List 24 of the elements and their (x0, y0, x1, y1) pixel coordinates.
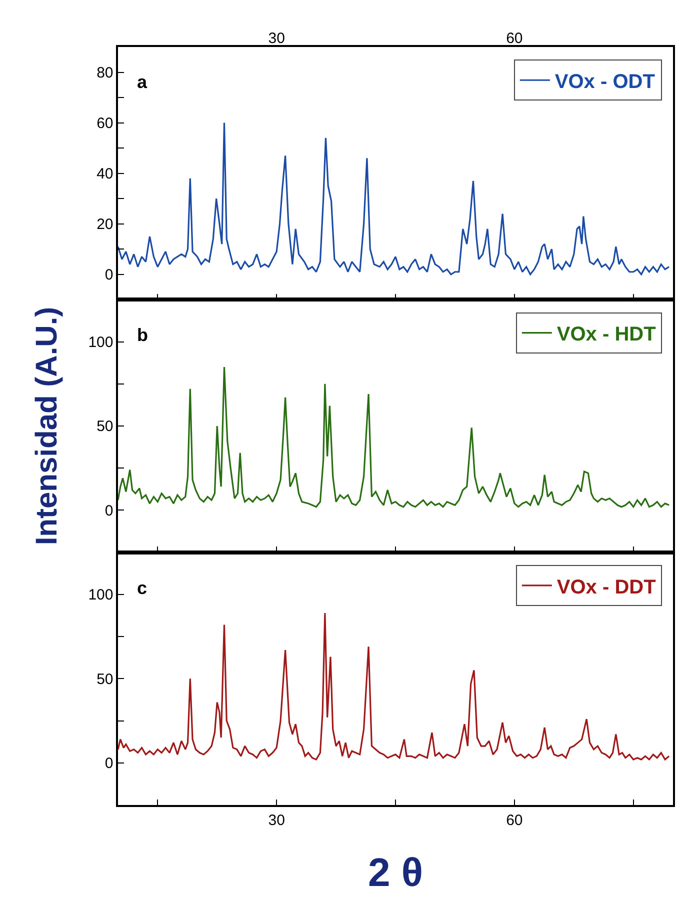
x2-tick-label: 30 (268, 30, 285, 47)
y-axis-title: Intensidad (A.U.) (30, 306, 64, 546)
y-tick-label: 50 (96, 418, 114, 436)
y-tick-label: 60 (96, 115, 114, 132)
y-tick-label: 50 (96, 670, 114, 688)
y-tick-label: 40 (96, 166, 114, 183)
y-tick-label: 80 (96, 64, 114, 82)
annotation: a (137, 72, 148, 92)
y-tick-label: 0 (104, 266, 114, 284)
legend-label: VOx - ODT (554, 70, 655, 93)
y-tick-label: 100 (88, 586, 114, 604)
annotation: b (137, 325, 148, 345)
y-tick-label: 100 (88, 334, 114, 352)
legend-label: VOx - HDT (556, 324, 656, 346)
y-tick-label: 0 (104, 755, 114, 772)
y-tick-label: 0 (104, 502, 114, 520)
y-tick-label: 20 (96, 216, 114, 234)
x2-tick-label: 60 (506, 30, 523, 47)
line-series (118, 122, 670, 276)
annotation: c (137, 578, 148, 598)
legend-label: VOx - DDT (556, 576, 656, 598)
x-axis-title: 2 θ (368, 850, 423, 895)
line-series (118, 612, 670, 760)
line-series (118, 366, 670, 508)
